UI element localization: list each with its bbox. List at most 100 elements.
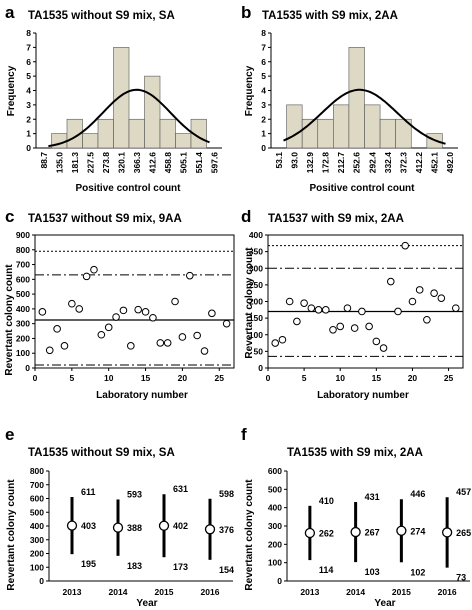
data-point [45,346,54,355]
panel-e: e TA1535 without S9 mix, SA Revertant co… [5,425,234,609]
y-tick-label: 600 [268,466,282,476]
plot-frame [34,234,235,369]
panel-label-f: f [241,425,247,444]
data-point [423,315,431,324]
plot-area-e: 0 100 200 300 400 500 600 700 800 2013 403 611 195 20… [30,466,234,597]
upper-label: 446 [410,489,425,499]
x-tick-label: 0 [33,373,38,383]
panel-a: a TA1535 without S9 mix, SA Frequency Po… [5,3,222,194]
data-point [278,335,287,344]
y-axis-label-c: Revertant colony count [4,264,15,376]
x-tick-label: 452.1 [430,152,440,174]
data-point [156,339,165,347]
x-tick-label: 2016 [201,587,220,597]
x-tick-label: 332.4 [383,152,393,174]
histogram-bar [364,104,381,149]
y-tick-label: 300 [30,535,44,545]
panel-b: b TA1535 with S9 mix, 2AA Frequency Posi… [241,3,458,194]
data-point [430,289,438,297]
y-tick-label: 800 [30,466,44,476]
plot-area-f: 0 100 200 300 400 500 600 2013 262 410 114 2014 267 4… [268,466,471,597]
data-point [75,305,84,313]
x-tick-label: 212.7 [336,152,346,174]
mean-marker [66,520,78,531]
y-tick-label: 0 [39,576,44,586]
y-tick-label: 200 [30,549,44,559]
histogram-bar [97,118,114,149]
data-point [200,347,209,355]
x-tick-label: 2014 [346,587,365,597]
x-tick-label: 2014 [109,587,128,597]
data-point [68,299,76,308]
lower-label: 183 [127,561,142,571]
upper-label: 631 [173,484,188,494]
histogram-bar [348,47,365,149]
y-tick-label: 400 [249,230,263,240]
y-tick-label: 7 [26,42,31,52]
y-tick-label: 350 [249,247,263,257]
mean-marker [204,524,216,535]
data-point [394,307,402,316]
upper-label: 410 [319,496,334,506]
y-tick-label: 500 [16,289,30,299]
chart-title-d: TA1537 with S9 mix, 2AA [268,213,404,225]
x-tick-label: 372.3 [398,152,408,174]
data-point [97,330,106,339]
panel-label-c: c [5,207,14,226]
y-tick-label: 100 [30,562,44,572]
chart-title-a: TA1535 without S9 mix, SA [28,10,175,22]
x-tick-label: 412.2 [414,152,424,174]
histogram-bar [317,118,334,149]
x-axis-label-f: Year [374,598,395,609]
x-tick-label: 15 [141,373,151,383]
mean-label: 265 [456,528,471,538]
y-tick-label: 8 [261,28,266,38]
y-tick-label: 200 [16,333,30,343]
x-tick-label: 15 [372,373,382,383]
y-tick-label: 700 [16,260,30,270]
lower-label: 114 [319,565,334,575]
y-axis-label-f: Revertant colony count [244,479,255,591]
panel-f: f TA1535 with S9 mix, 2AA Revertant colo… [241,425,471,609]
y-tick-label: 100 [16,348,30,358]
y-axis-label-b: Frequency [244,65,255,116]
y-tick-label: 3 [26,100,31,110]
y-tick-label: 0 [25,363,30,373]
data-point [329,325,337,334]
data-point [451,304,460,312]
data-point [307,304,316,312]
upper-label: 457 [456,487,471,497]
upper-label: 431 [365,492,380,502]
y-tick-label: 300 [268,521,282,531]
x-tick-label: 320.1 [116,152,126,174]
x-tick-label: 551.4 [194,152,204,174]
x-tick-label: 2015 [392,587,411,597]
data-point [293,317,301,326]
mean-marker [441,527,453,538]
y-tick-label: 3 [261,100,266,110]
data-point [119,306,128,315]
data-point [379,344,388,352]
mean-label: 403 [81,521,96,531]
y-tick-label: 700 [30,480,44,490]
y-tick-label: 0 [261,143,266,153]
y-tick-label: 600 [16,274,30,284]
y-tick-label: 300 [16,319,30,329]
x-tick-label: 20 [408,373,418,383]
upper-label: 593 [127,489,142,499]
mean-marker [304,527,316,539]
x-tick-label: 10 [335,373,345,383]
mean-label: 274 [410,526,425,536]
y-tick-label: 600 [30,494,44,504]
lower-label: 195 [81,559,96,569]
data-point [127,342,135,350]
y-tick-label: 400 [268,503,282,513]
x-tick-label: 505.1 [178,152,188,174]
x-axis-label-a: Positive control count [75,183,181,194]
chart-title-b: TA1535 with S9 mix, 2AA [262,10,398,22]
x-tick-label: 227.5 [85,152,95,174]
data-point [300,299,308,307]
histogram-bar [159,118,176,149]
data-point [437,294,446,302]
y-tick-label: 200 [249,297,263,307]
